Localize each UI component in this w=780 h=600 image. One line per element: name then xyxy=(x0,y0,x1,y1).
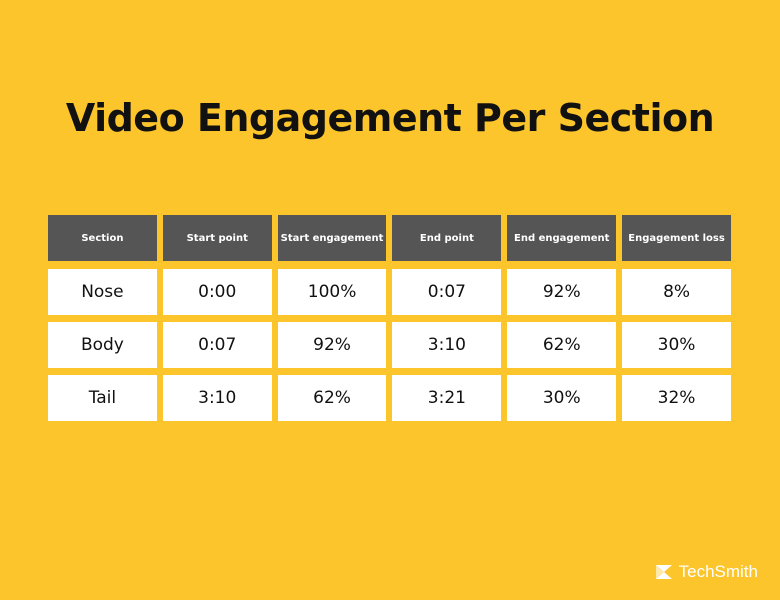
page-title: Video Engagement Per Section xyxy=(65,96,715,140)
engagement-table: Section Start point Start engagement End… xyxy=(48,215,731,428)
table-cell: 0:07 xyxy=(392,269,502,315)
table-header-row: Section Start point Start engagement End… xyxy=(48,215,731,261)
table-row: Tail 3:10 62% 3:21 30% 32% xyxy=(48,375,731,421)
table-cell: 0:00 xyxy=(162,269,272,315)
table-cell: Nose xyxy=(48,269,157,315)
header-cell-start-point: Start point xyxy=(162,215,272,261)
table-cell: 3:10 xyxy=(392,322,502,368)
table-cell: 32% xyxy=(622,375,731,421)
table-cell: 92% xyxy=(277,322,387,368)
header-cell-engagement-loss: Engagement loss xyxy=(622,215,731,261)
table-cell: Tail xyxy=(48,375,157,421)
table-cell: 62% xyxy=(507,322,617,368)
techsmith-mark-icon xyxy=(655,564,673,580)
logo-text: TechSmith xyxy=(678,562,758,581)
table-cell: 92% xyxy=(507,269,617,315)
table-cell: 100% xyxy=(277,269,387,315)
header-cell-start-engagement: Start engagement xyxy=(277,215,387,261)
table-cell: 62% xyxy=(277,375,387,421)
header-cell-end-engagement: End engagement xyxy=(507,215,617,261)
table-cell: Body xyxy=(48,322,157,368)
table-row: Body 0:07 92% 3:10 62% 30% xyxy=(48,322,731,368)
table-row: Nose 0:00 100% 0:07 92% 8% xyxy=(48,269,731,315)
table-cell: 3:10 xyxy=(162,375,272,421)
header-cell-end-point: End point xyxy=(392,215,502,261)
header-cell-section: Section xyxy=(48,215,157,261)
table-cell: 3:21 xyxy=(392,375,502,421)
table-cell: 30% xyxy=(507,375,617,421)
table-cell: 30% xyxy=(622,322,731,368)
techsmith-logo: TechSmith xyxy=(655,562,758,582)
table-cell: 0:07 xyxy=(162,322,272,368)
table-cell: 8% xyxy=(622,269,731,315)
